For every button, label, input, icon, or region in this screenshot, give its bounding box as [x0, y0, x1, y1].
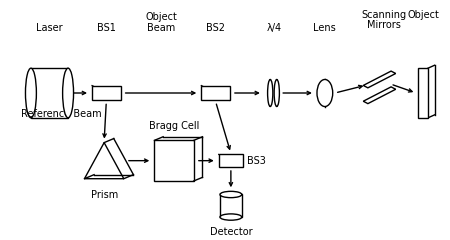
Text: BS1: BS1	[97, 23, 116, 33]
Text: Reference Beam: Reference Beam	[21, 109, 102, 119]
Bar	[154, 140, 194, 181]
Ellipse shape	[220, 214, 242, 220]
Bar	[418, 68, 428, 118]
Text: Scanning
Mirrors: Scanning Mirrors	[361, 10, 406, 30]
Ellipse shape	[274, 79, 279, 107]
Ellipse shape	[317, 79, 333, 107]
Text: Object
Beam: Object Beam	[145, 12, 177, 33]
Text: Bragg Cell: Bragg Cell	[149, 121, 199, 131]
Text: Prism: Prism	[90, 190, 118, 200]
Bar	[220, 194, 242, 217]
Text: Object: Object	[407, 10, 439, 19]
Text: Laser: Laser	[36, 23, 63, 33]
Bar	[219, 155, 243, 167]
Polygon shape	[85, 143, 124, 179]
Text: Lens: Lens	[314, 23, 336, 33]
Polygon shape	[363, 71, 396, 88]
Bar	[202, 86, 230, 100]
Text: BS2: BS2	[206, 23, 225, 33]
Ellipse shape	[26, 68, 36, 118]
Ellipse shape	[63, 68, 73, 118]
Text: BS3: BS3	[247, 156, 266, 166]
Polygon shape	[363, 87, 396, 104]
Bar	[92, 86, 121, 100]
Bar	[31, 68, 68, 118]
Ellipse shape	[268, 79, 273, 107]
Ellipse shape	[220, 191, 242, 198]
Text: λ/4: λ/4	[267, 23, 282, 33]
Text: Detector: Detector	[210, 227, 252, 237]
